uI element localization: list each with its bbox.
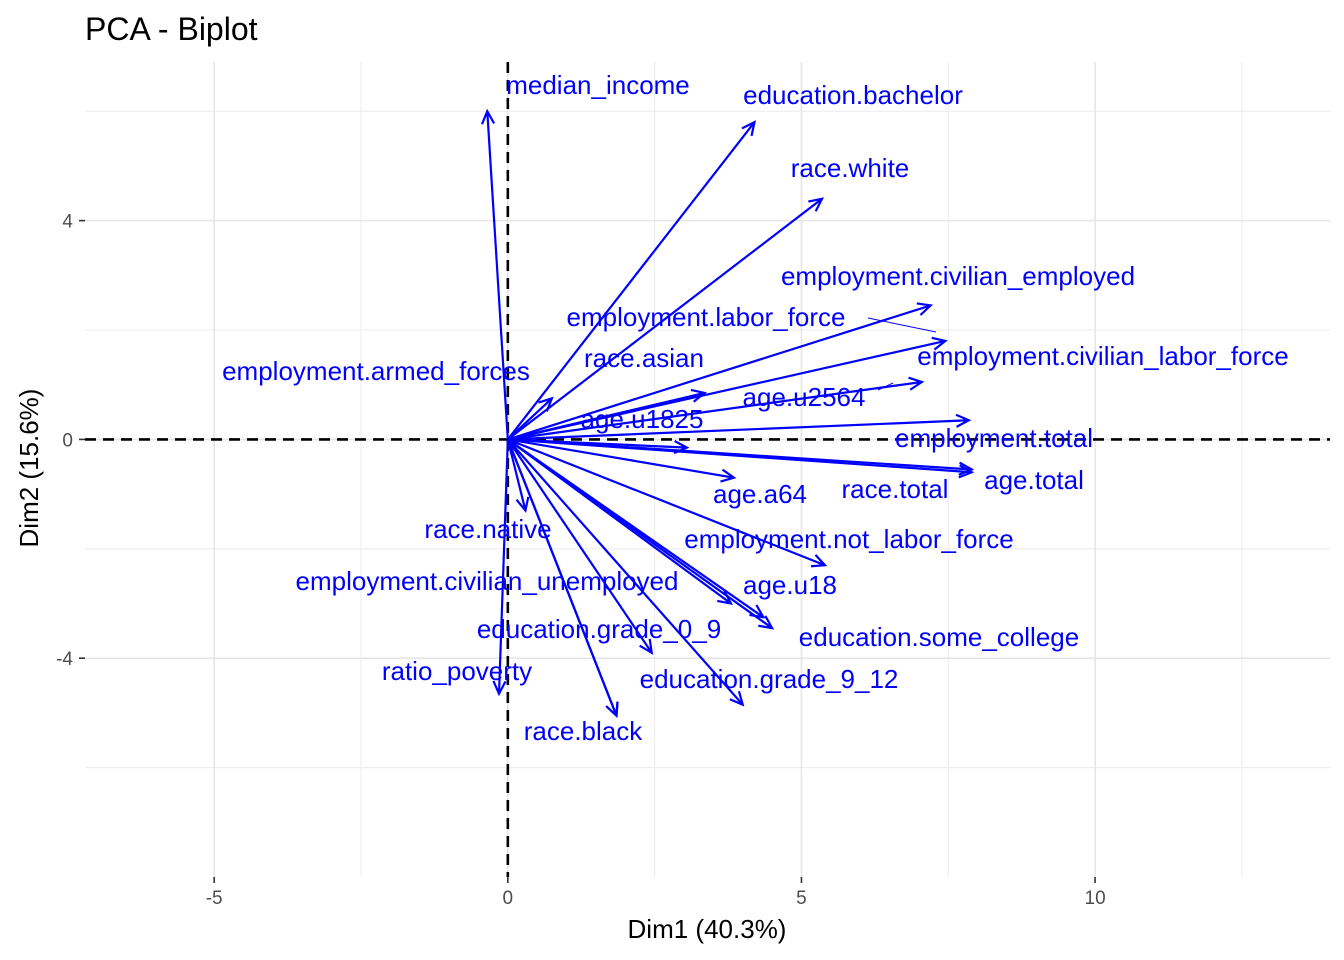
y-axis-title: Dim2 (15.6%)	[14, 389, 44, 548]
label-employment-armed-forces: employment.armed_forces	[222, 356, 530, 386]
label-employment-total: employment.total	[895, 423, 1093, 453]
arrow-median-income	[480, 108, 509, 440]
arrow-employment-civilian-employed	[507, 302, 934, 441]
x-tick-label: 5	[796, 888, 807, 909]
label-race-asian: race.asian	[584, 343, 704, 373]
label-age-total: age.total	[984, 465, 1084, 495]
arrow-ratio-poverty	[492, 439, 509, 697]
arrow-race-total	[507, 438, 828, 568]
arrow-race-native	[506, 439, 530, 513]
arrow-age-u2564	[507, 413, 972, 441]
arrow-employment-civilian-unemployed	[506, 438, 654, 655]
x-tick-label: 0	[503, 888, 514, 909]
arrow-race-white	[507, 197, 825, 441]
arrow-education-bachelor	[506, 120, 757, 441]
y-tick-label: 4	[62, 212, 73, 233]
label-employment-civilian-unemployed: employment.civilian_unemployed	[296, 566, 679, 596]
label-education-bachelor: education.bachelor	[743, 80, 963, 110]
label-age-a64: age.a64	[713, 479, 807, 509]
label-age-u1825: age.u1825	[581, 404, 704, 434]
variable-arrows	[480, 108, 975, 719]
label-education-grade-0-9: education.grade_0_9	[477, 614, 721, 644]
arrow-age-total	[507, 438, 975, 479]
x-axis-title: Dim1 (40.3%)	[628, 914, 787, 944]
chart-title: PCA - Biplot	[85, 11, 258, 47]
label-employment-civilian-employed: employment.civilian_employed	[781, 261, 1135, 291]
label-age-u2564: age.u2564	[743, 382, 866, 412]
label-employment-labor-force: employment.labor_force	[567, 302, 846, 332]
label-age-u18: age.u18	[743, 570, 837, 600]
arrow-age-a64	[507, 438, 737, 483]
x-tick-label: 10	[1085, 888, 1106, 909]
label-median-income: median_income	[506, 70, 690, 100]
label-ratio-poverty: ratio_poverty	[382, 656, 532, 686]
y-tick-label: -4	[56, 649, 73, 670]
arrow-education-some-college	[507, 438, 775, 630]
arrow-employment-civilian-labor-force	[507, 376, 925, 441]
label-education-some-college: education.some_college	[799, 622, 1079, 652]
label-race-black: race.black	[524, 716, 643, 746]
label-connector-employment-labor-force	[867, 317, 937, 333]
label-race-white: race.white	[791, 153, 910, 183]
label-employment-not-labor-force: employment.not_labor_force	[684, 524, 1014, 554]
arrow-race-asian	[507, 388, 708, 441]
x-tick-label: -5	[206, 888, 223, 909]
label-connector-age-u2564	[877, 382, 894, 391]
axis-ticks: -5 0 5 10 -4 0 4	[56, 212, 1106, 909]
y-tick-label: 0	[62, 430, 73, 451]
label-employment-civilian-labor-force: employment.civilian_labor_force	[917, 341, 1288, 371]
reference-lines	[85, 62, 1330, 877]
arrow-education-grade-0-9	[507, 438, 745, 707]
label-race-native: race.native	[424, 514, 551, 544]
arrow-race-black	[506, 439, 619, 719]
label-education-grade-9-12: education.grade_9_12	[640, 664, 899, 694]
label-race-total: race.total	[842, 474, 949, 504]
variable-labels: median_income education.bachelor race.whit…	[222, 70, 1289, 746]
arrow-employment-armed-forces	[507, 396, 554, 441]
